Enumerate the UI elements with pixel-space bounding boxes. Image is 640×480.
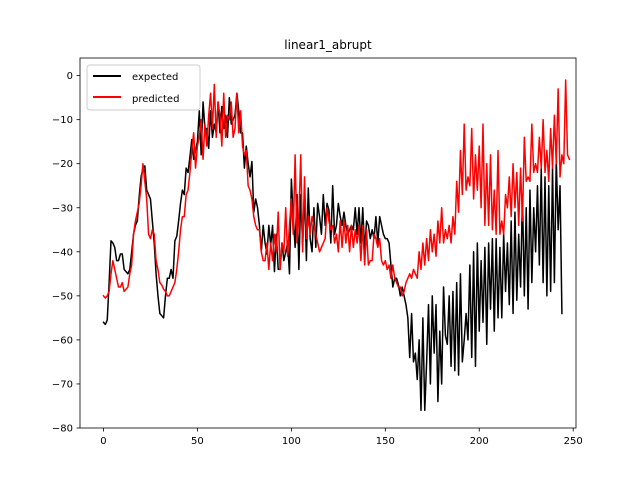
x-tick-label: 100 <box>282 436 301 447</box>
y-tick-label: −10 <box>52 115 73 126</box>
legend-label-predicted: predicted <box>132 94 179 105</box>
series-layer <box>102 79 571 412</box>
legend: expected predicted <box>86 64 201 111</box>
x-tick-label: 200 <box>470 436 489 447</box>
series-line-predicted <box>102 79 571 299</box>
y-tick-label: −50 <box>52 291 73 302</box>
y-tick-label: 0 <box>67 71 73 82</box>
y-tick-label: −30 <box>52 203 73 214</box>
y-tick-label: −40 <box>52 247 73 258</box>
y-tick-label: −80 <box>52 424 73 435</box>
axes-frame <box>79 57 577 429</box>
series-line-expected <box>102 92 563 412</box>
axes: 0 50 100 150 200 250 0 −10 −20 −30 −40 −50 −60 −70 −80 <box>52 57 583 447</box>
x-tick-label: 0 <box>100 436 106 447</box>
y-tick-label: −60 <box>52 335 73 346</box>
y-tick-label: −70 <box>52 379 73 390</box>
x-tick-label: 50 <box>191 436 204 447</box>
x-tick-label: 150 <box>376 436 395 447</box>
chart-title: linear1_abrupt <box>284 38 372 52</box>
plot-area <box>102 79 571 412</box>
y-tick-label: −20 <box>52 159 73 170</box>
x-tick-label: 250 <box>564 436 583 447</box>
legend-label-expected: expected <box>132 72 178 83</box>
